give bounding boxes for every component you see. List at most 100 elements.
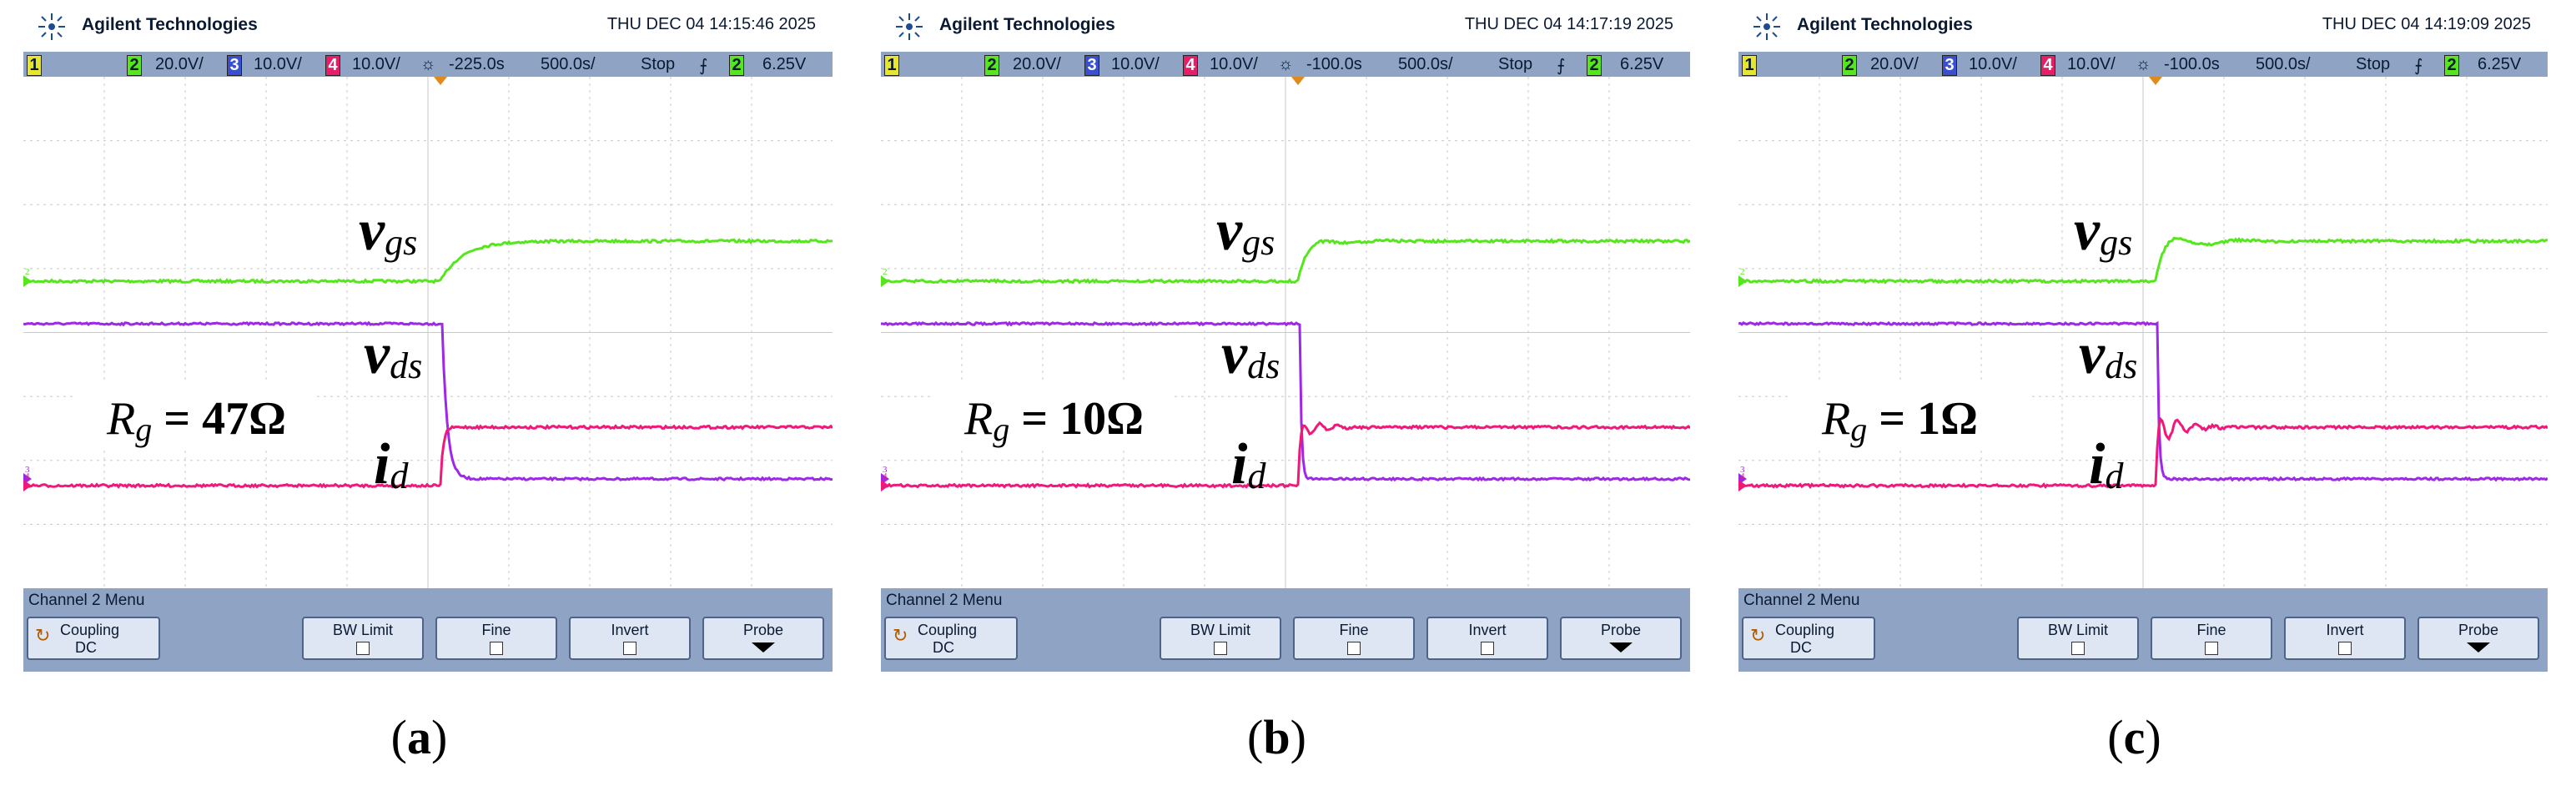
bw-limit-softkey[interactable]: BW Limit — [1160, 617, 1281, 660]
coupling-softkey[interactable]: ↻ Coupling DC — [884, 617, 1018, 660]
vgs-label: vgs — [1216, 199, 1275, 263]
bw-limit-softkey[interactable]: BW Limit — [2017, 617, 2139, 660]
ch3-indicator[interactable]: 3 — [1084, 55, 1099, 76]
invert-label: Invert — [2326, 622, 2364, 638]
bw-limit-label: BW Limit — [333, 622, 393, 638]
invert-label: Invert — [1468, 622, 1507, 638]
invert-softkey[interactable]: Invert — [2284, 617, 2406, 660]
probe-softkey[interactable]: Probe — [702, 617, 824, 660]
ch1-indicator[interactable]: 1 — [1742, 55, 1757, 76]
vgs-trace — [22, 237, 833, 285]
vds-label: vds — [2079, 322, 2137, 386]
scope-panel-c: Agilent Technologies THU DEC 04 14:19:09… — [1715, 0, 2553, 786]
scope-header: Agilent Technologies THU DEC 04 14:15:46… — [23, 0, 833, 53]
ground-marker-label: 3 — [25, 465, 30, 475]
panel-caption: (c) — [2107, 710, 2161, 764]
trigger-position-marker — [1291, 77, 1305, 85]
trigger-position-marker — [2149, 77, 2162, 85]
time-offset: -100.0s — [1306, 55, 1362, 73]
rotate-knob-icon: ↻ — [1750, 625, 1766, 646]
fine-softkey[interactable]: Fine — [2151, 617, 2272, 660]
vds-trace — [1738, 320, 2548, 482]
trigger-edge-icon: ⨍ — [1557, 57, 1566, 75]
coupling-softkey[interactable]: ↻ Coupling DC — [1742, 617, 1875, 660]
time-scale: 500.0s/ — [1398, 55, 1453, 73]
coupling-label: Coupling — [1775, 622, 1835, 638]
probe-softkey[interactable]: Probe — [2418, 617, 2539, 660]
coupling-value: DC — [75, 639, 97, 656]
waveform-display[interactable]: 2 3 4 vgs vds id Rg = 1Ω — [1738, 77, 2549, 588]
waveform-display[interactable]: 2 3 4 vgs vds id Rg = 47Ω — [22, 77, 834, 588]
ground-marker-label: 3 — [883, 465, 888, 475]
brightness-icon: ☼ — [1278, 55, 1294, 73]
ch3-scale: 10.0V/ — [1969, 55, 2017, 73]
rg-label: Rg = 47Ω — [106, 393, 286, 448]
vgs-label: vgs — [359, 199, 417, 263]
ch2-indicator[interactable]: 2 — [984, 55, 999, 76]
status-bar: 1 2 20.0V/ 3 10.0V/ 4 10.0V/ ☼ -225.0s 5… — [23, 52, 833, 77]
ch3-indicator[interactable]: 3 — [1942, 55, 1957, 76]
graticule — [1738, 77, 2548, 588]
fine-softkey[interactable]: Fine — [435, 617, 557, 660]
ch4-indicator[interactable]: 4 — [2040, 55, 2055, 76]
ground-marker-label: 4 — [883, 471, 888, 481]
time-scale: 500.0s/ — [541, 55, 596, 73]
agilent-logo-icon — [38, 13, 65, 40]
softkey-menu: Channel 2 Menu ↻ Coupling DC BW Limit Fi… — [881, 588, 1690, 672]
invert-softkey[interactable]: Invert — [1426, 617, 1548, 660]
coupling-value: DC — [1790, 639, 1812, 656]
vgs-trace — [879, 238, 1691, 285]
probe-label: Probe — [742, 622, 784, 638]
ch2-indicator[interactable]: 2 — [1842, 55, 1857, 76]
ch4-indicator[interactable]: 4 — [1183, 55, 1198, 76]
ch2-scale: 20.0V/ — [1870, 55, 1919, 73]
ground-marker — [23, 480, 32, 491]
invert-checkbox — [1481, 642, 1494, 655]
menu-title: Channel 2 Menu — [28, 592, 145, 609]
ch4-scale: 10.0V/ — [1210, 55, 1258, 73]
oscilloscope-screenshot: Agilent Technologies THU DEC 04 14:19:09… — [1738, 0, 2549, 672]
ch1-indicator[interactable]: 1 — [884, 55, 899, 76]
waveform-svg: 2 34 vgs vds id Rg = 47Ω — [22, 77, 834, 588]
fine-checkbox — [490, 642, 503, 655]
bw-limit-checkbox — [356, 642, 370, 655]
fine-checkbox — [1347, 642, 1361, 655]
coupling-softkey[interactable]: ↻ Coupling DC — [27, 617, 160, 660]
rg-label-background — [931, 380, 1173, 449]
invert-softkey[interactable]: Invert — [569, 617, 691, 660]
probe-softkey[interactable]: Probe — [1560, 617, 1682, 660]
ch1-indicator[interactable]: 1 — [27, 55, 42, 76]
rotate-knob-icon: ↻ — [893, 625, 908, 646]
vds-label: vds — [364, 322, 422, 386]
ch4-scale: 10.0V/ — [352, 55, 400, 73]
timestamp: THU DEC 04 14:17:19 2025 — [1464, 15, 1673, 33]
fine-checkbox — [2205, 642, 2218, 655]
fine-softkey[interactable]: Fine — [1293, 617, 1415, 660]
brightness-icon: ☼ — [2136, 55, 2151, 73]
invert-label: Invert — [611, 622, 649, 638]
id-trace — [880, 421, 1692, 489]
menu-title: Channel 2 Menu — [1743, 592, 1860, 609]
rg-label: Rg = 1Ω — [1821, 393, 1978, 448]
ch3-indicator[interactable]: 3 — [227, 55, 242, 76]
waveform-display[interactable]: 2 3 4 vgs vds id Rg = 10Ω — [879, 77, 1692, 588]
rg-label-background — [1789, 380, 2030, 449]
bw-limit-softkey[interactable]: BW Limit — [302, 617, 424, 660]
ch2-indicator[interactable]: 2 — [127, 55, 142, 76]
ground-marker-label: 3 — [1740, 465, 1745, 475]
trigger-edge-icon: ⨍ — [699, 57, 708, 75]
time-offset: -225.0s — [449, 55, 505, 73]
probe-label: Probe — [1600, 622, 1642, 638]
ch3-scale: 10.0V/ — [1111, 55, 1160, 73]
fine-label: Fine — [1339, 622, 1369, 638]
ch4-indicator[interactable]: 4 — [325, 55, 340, 76]
softkey-menu: Channel 2 Menu ↻ Coupling DC BW Limit Fi… — [23, 588, 833, 672]
id-trace — [22, 424, 834, 489]
brand-name: Agilent Technologies — [82, 15, 258, 34]
oscilloscope-screenshot: Agilent Technologies THU DEC 04 14:15:46… — [22, 0, 834, 672]
rotate-knob-icon: ↻ — [35, 625, 51, 646]
softkey-menu: Channel 2 Menu ↻ Coupling DC BW Limit Fi… — [1738, 588, 2548, 672]
status-bar: 1 2 20.0V/ 3 10.0V/ 4 10.0V/ ☼ -100.0s 5… — [881, 52, 1690, 77]
scope-header: Agilent Technologies THU DEC 04 14:19:09… — [1738, 0, 2548, 53]
bw-limit-checkbox — [1214, 642, 1227, 655]
